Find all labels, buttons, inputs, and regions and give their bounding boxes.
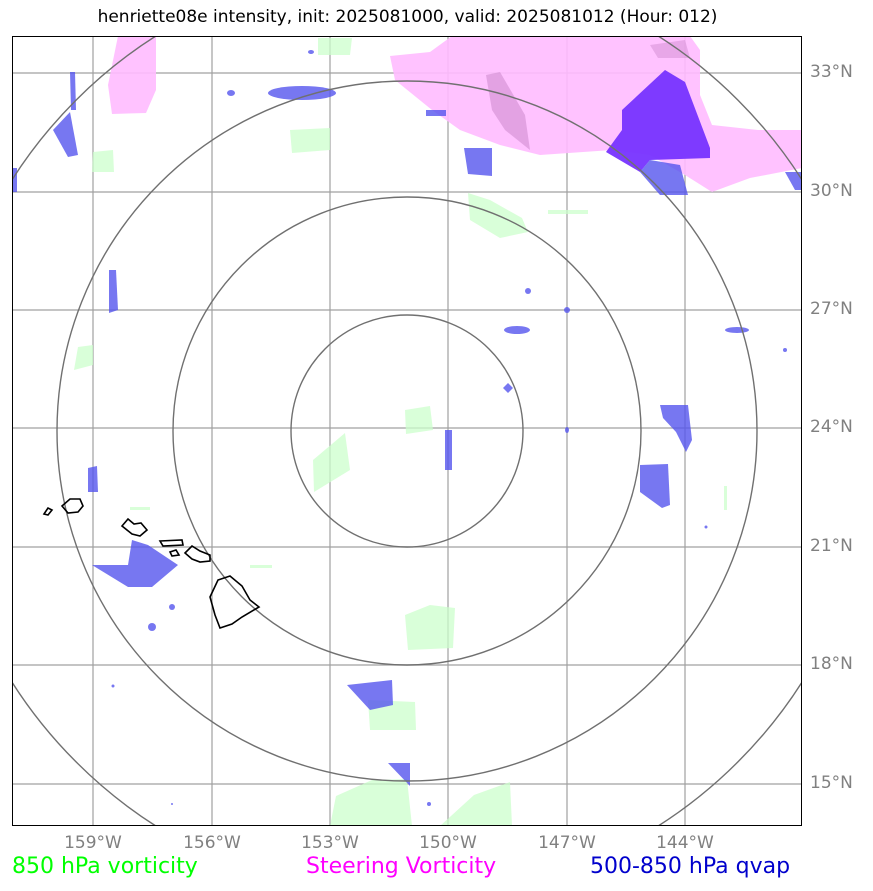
oahu-island [120, 517, 149, 537]
maui-island [183, 544, 211, 563]
qvap-strong-contours [606, 70, 710, 195]
lat-label-18n: 18°N [810, 654, 853, 674]
hawaii-coastline [42, 498, 261, 630]
lanai-island [168, 549, 181, 557]
kauai-island [60, 498, 84, 514]
lat-label-21n: 21°N [810, 536, 853, 556]
lon-label-156w: 156°W [183, 833, 241, 853]
lat-label-30n: 30°N [810, 181, 853, 201]
lon-label-150w: 150°W [419, 833, 477, 853]
legend-qvap: 500-850 hPa qvap [590, 854, 791, 879]
lat-label-15n: 15°N [810, 773, 853, 793]
big-island [209, 575, 261, 630]
lon-label-147w: 147°W [538, 833, 596, 853]
legend-850-vorticity: 850 hPa vorticity [12, 854, 198, 879]
vorticity-850-contours [74, 38, 727, 826]
lat-label-27n: 27°N [810, 299, 853, 319]
lat-label-33n: 33°N [810, 62, 853, 82]
lon-label-153w: 153°W [301, 833, 359, 853]
lat-label-24n: 24°N [810, 417, 853, 437]
lon-label-159w: 159°W [64, 833, 122, 853]
qvap-contours [12, 50, 802, 806]
map-title: henriette08e intensity, init: 2025081000… [97, 7, 718, 27]
legend-steering-vorticity: Steering Vorticity [306, 854, 497, 879]
molokai-island [158, 539, 184, 547]
lon-label-144w: 144°W [656, 833, 714, 853]
niihau-island [42, 506, 54, 516]
